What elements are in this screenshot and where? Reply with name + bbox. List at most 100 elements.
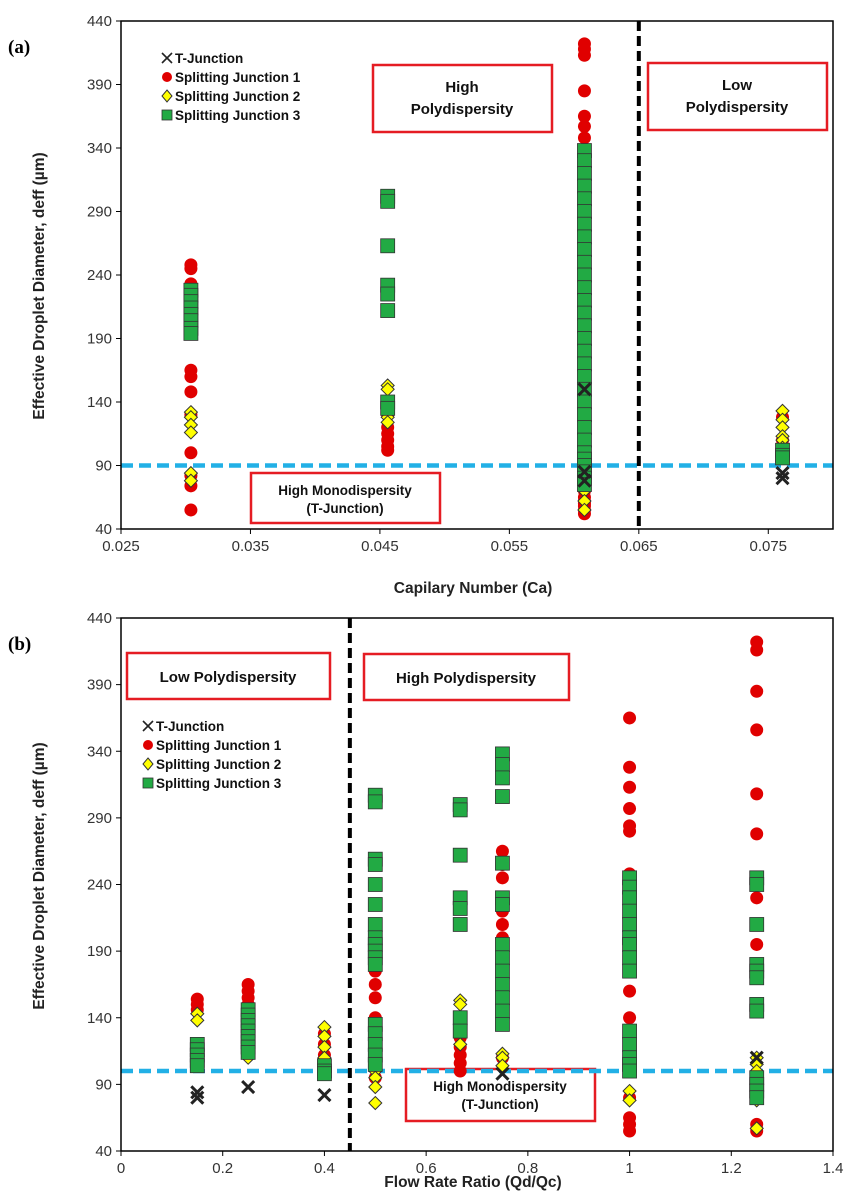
point-splitting-junction-3: [577, 280, 592, 296]
point-splitting-junction-3: [495, 963, 510, 979]
x-tick-label: 0.4: [314, 1160, 335, 1177]
point-splitting-junction-1: [750, 684, 764, 698]
point-t-junction: [577, 464, 592, 479]
legend-a-sj1-icon: [162, 72, 172, 82]
legend-a-t-junction-icon: [161, 52, 173, 64]
panel-a-plot-frame: [120, 20, 834, 530]
point-splitting-junction-2: [577, 502, 592, 518]
x-tick-label: 0.065: [620, 538, 658, 555]
panel-a-points: [183, 37, 790, 521]
point-splitting-junction-3: [577, 331, 592, 346]
legend-a-sj2-icon: [161, 89, 173, 103]
panel-b: (b) Effective Droplet Diameter, deff (µm…: [8, 610, 843, 1191]
point-t-junction: [495, 1066, 510, 1081]
point-splitting-junction-1: [495, 917, 509, 931]
point-splitting-junction-1: [577, 109, 591, 123]
x-tick-label: 1: [625, 1160, 633, 1177]
y-tick-label: 140: [87, 394, 112, 411]
point-splitting-junction-3: [749, 877, 765, 892]
panel-a-label: (a): [8, 37, 30, 58]
panel-b-high-poly-line1: High Polydispersity: [396, 670, 537, 687]
point-splitting-junction-3: [577, 216, 592, 232]
x-tick-label: 1.4: [823, 1160, 844, 1177]
panel-a-high-poly-box: [371, 63, 554, 134]
panel-a-low-poly-box: [646, 61, 829, 132]
point-splitting-junction-3: [452, 1023, 468, 1039]
panel-a-high-poly-line1: High: [445, 79, 478, 96]
x-tick-label: 0.6: [416, 1160, 437, 1177]
point-splitting-junction-1: [495, 844, 509, 858]
panel-a-legend: T-Junction Splitting Junction 1 Splittin…: [161, 51, 301, 123]
point-t-junction: [749, 1050, 764, 1065]
panel-a: (a) Effective Droplet Diameter, deff (µm…: [8, 13, 834, 597]
point-splitting-junction-3: [495, 897, 510, 912]
point-splitting-junction-3: [577, 153, 592, 169]
panel-b-mono-line2: (T-Junction): [461, 1097, 538, 1112]
point-splitting-junction-3: [452, 917, 468, 932]
point-splitting-junction-3: [495, 757, 510, 772]
panel-a-low-poly-line2: Polydispersity: [686, 99, 789, 116]
point-splitting-junction-3: [495, 950, 510, 966]
panel-b-y-title: Effective Droplet Diameter, deff (µm): [31, 742, 48, 1009]
x-tick-label: 0.055: [491, 538, 529, 555]
panel-b-x-ticks: 0 0.2 0.4 0.6 0.8 1 1.2 1.4: [117, 1151, 844, 1177]
point-splitting-junction-3: [622, 1037, 637, 1052]
y-tick-label: 290: [87, 810, 112, 827]
point-splitting-junction-3: [622, 890, 637, 906]
point-splitting-junction-3: [452, 901, 468, 916]
panel-b-legend: T-Junction Splitting Junction 1 Splittin…: [142, 719, 282, 791]
point-splitting-junction-2: [453, 1037, 468, 1052]
x-tick-label: 0.2: [212, 1160, 233, 1177]
panel-a-low-poly-line1: Low: [722, 77, 752, 94]
panel-a-xlabel: Capilary Number (Ca): [394, 580, 552, 597]
point-splitting-junction-1: [623, 984, 637, 998]
point-splitting-junction-2: [368, 1079, 383, 1095]
point-splitting-junction-3: [577, 305, 592, 321]
point-splitting-junction-3: [577, 242, 592, 258]
legend-a-sj2-label: Splitting Junction 2: [175, 89, 300, 104]
point-splitting-junction-3: [577, 432, 592, 448]
panel-b-points: [189, 635, 765, 1138]
y-tick-label: 340: [87, 140, 112, 157]
point-splitting-junction-3: [367, 877, 383, 892]
point-splitting-junction-3: [577, 394, 592, 410]
point-splitting-junction-3: [495, 855, 510, 871]
point-splitting-junction-1: [184, 370, 198, 384]
legend-b-sj2-label: Splitting Junction 2: [156, 757, 281, 772]
y-tick-label: 90: [95, 1076, 112, 1093]
point-splitting-junction-1: [623, 824, 637, 838]
point-splitting-junction-3: [317, 1066, 332, 1082]
point-splitting-junction-3: [749, 970, 765, 986]
panel-b-mono-line1: High Monodispersity: [433, 1079, 567, 1094]
point-splitting-junction-3: [495, 990, 510, 1006]
point-splitting-junction-3: [367, 897, 383, 912]
point-splitting-junction-1: [623, 802, 637, 816]
x-tick-label: 0.8: [517, 1160, 538, 1177]
panel-a-high-poly-line2: Polydispersity: [411, 101, 514, 118]
point-splitting-junction-2: [380, 415, 395, 430]
point-splitting-junction-3: [380, 400, 396, 416]
point-splitting-junction-3: [367, 917, 383, 932]
panel-a-mono-line1: High Monodispersity: [278, 483, 412, 498]
point-splitting-junction-1: [577, 48, 591, 62]
point-splitting-junction-3: [495, 770, 510, 786]
y-tick-label: 90: [95, 458, 112, 475]
point-splitting-junction-3: [622, 950, 637, 966]
point-t-junction: [241, 1079, 256, 1095]
y-tick-label: 390: [87, 677, 112, 694]
point-splitting-junction-3: [577, 477, 592, 492]
legend-b-sj3-icon: [142, 777, 154, 789]
point-splitting-junction-1: [750, 827, 764, 841]
point-splitting-junction-3: [749, 917, 765, 932]
point-splitting-junction-1: [750, 643, 764, 657]
legend-a-sj3-label: Splitting Junction 3: [175, 108, 301, 123]
point-splitting-junction-3: [577, 165, 592, 181]
y-tick-label: 290: [87, 204, 112, 221]
panel-a-mono-box: [249, 471, 442, 525]
x-tick-label: 0.025: [102, 538, 140, 555]
panel-a-mono-line2: (T-Junction): [306, 501, 383, 516]
point-splitting-junction-1: [750, 723, 764, 737]
point-splitting-junction-3: [577, 254, 592, 270]
panel-b-low-poly-box: [125, 651, 332, 701]
point-splitting-junction-1: [495, 871, 509, 885]
